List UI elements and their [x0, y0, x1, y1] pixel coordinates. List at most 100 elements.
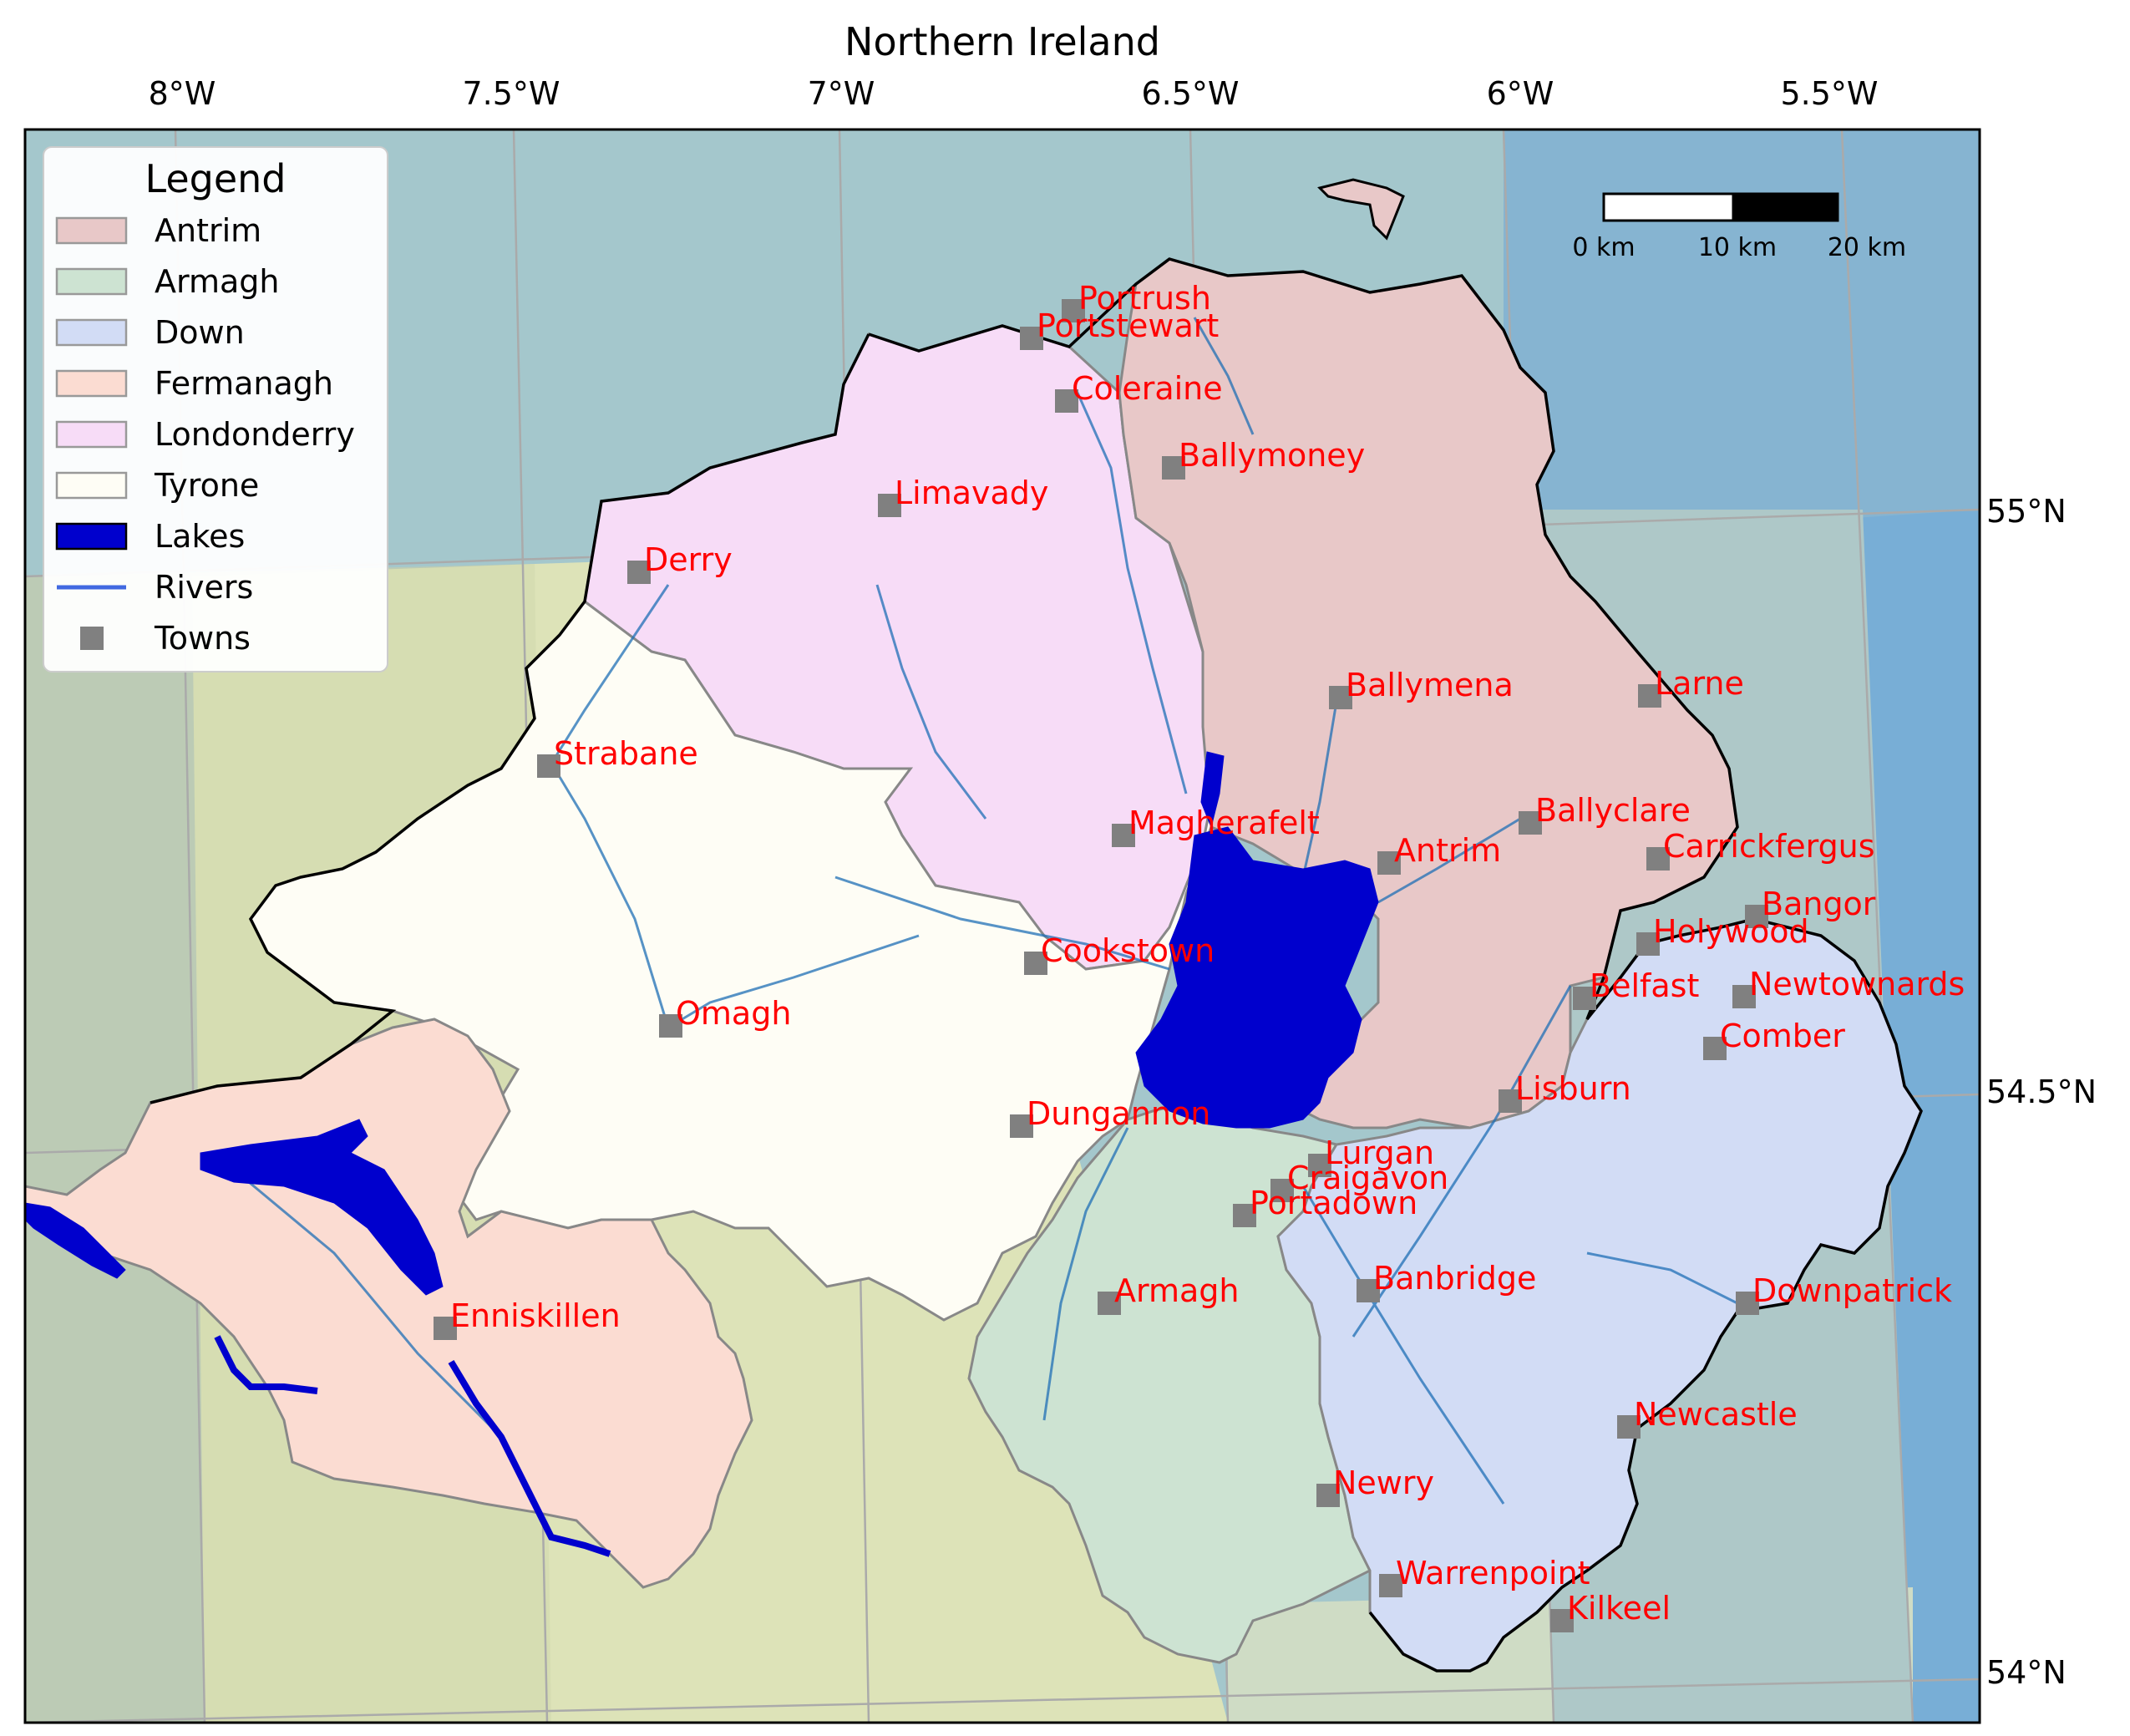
town-omagh: Omagh: [659, 995, 791, 1038]
town-bangor: Bangor: [1745, 886, 1876, 928]
parallel-54n: [25, 1678, 1980, 1723]
town-marker: [659, 1014, 682, 1038]
town-cookstown: Cookstown: [1024, 932, 1215, 975]
legend-label-tyrone: Tyrone: [154, 467, 259, 504]
town-coleraine: Coleraine: [1055, 370, 1223, 413]
town-marker: [1617, 1415, 1641, 1439]
legend-symbol-down: [55, 318, 128, 347]
legend-item-antrim: Antrim: [55, 212, 261, 249]
town-portstewart: Portstewart: [1020, 307, 1219, 350]
legend-box: [43, 146, 388, 673]
map-frame: [23, 128, 1981, 1724]
legend-item-rivers: Rivers: [57, 569, 253, 606]
town-marker: [1519, 811, 1542, 835]
town-label: Portrush: [1078, 280, 1211, 317]
scale-bar: 0 km 10 km 20 km: [1572, 192, 1906, 262]
meridian-5-5w: [1840, 129, 1914, 1723]
town-label: Banbridge: [1373, 1260, 1536, 1297]
town-label: Warrenpoint: [1396, 1555, 1590, 1591]
legend-symbol-londonderry: [55, 420, 128, 449]
town-label: Lisburn: [1515, 1070, 1631, 1107]
town-label: Holywood: [1653, 913, 1809, 950]
scale-label-10: 10 km: [1698, 233, 1777, 262]
rathlin-island: [1317, 178, 1405, 241]
town-label: Newry: [1333, 1464, 1434, 1501]
lat-tick-55n: 55°N: [1986, 493, 2067, 530]
town-label: Omagh: [676, 995, 791, 1032]
town-label: Craigavon: [1287, 1160, 1448, 1196]
town-magherafelt: Magherafelt: [1112, 805, 1320, 847]
lon-tick-6w: 6°W: [1487, 75, 1554, 112]
legend-label-antrim: Antrim: [155, 212, 261, 249]
lon-tick-7w: 7°W: [808, 75, 875, 112]
town-derry: Derry: [627, 541, 733, 584]
town-belfast: Belfast: [1573, 967, 1699, 1010]
river-strule: [667, 934, 920, 1029]
river-ballinderry: [834, 876, 1170, 971]
lat-tick-54-5n: 54.5°N: [1986, 1074, 2097, 1110]
legend-label-rivers: Rivers: [155, 569, 253, 606]
legend-label-towns: Towns: [154, 620, 251, 657]
town-portrush: Portrush: [1062, 280, 1211, 322]
town-marker: [1024, 952, 1047, 975]
town-marker: [1329, 686, 1352, 709]
river-bush: [1193, 317, 1255, 435]
river-mourne: [558, 776, 670, 1028]
legend-label-fermanagh: Fermanagh: [155, 365, 333, 402]
town-ballymoney: Ballymoney: [1162, 437, 1365, 480]
scale-bar-white-segment: [1602, 192, 1735, 222]
lon-tick-8w: 8°W: [149, 75, 216, 112]
lon-tick-labels: 8°W 7.5°W 7°W 6.5°W 6°W 5.5°W: [149, 75, 1879, 112]
scale-label-20: 20 km: [1828, 233, 1906, 262]
river-six-mile: [1377, 817, 1521, 904]
town-label: Kilkeel: [1567, 1590, 1671, 1627]
town-marker: [1646, 847, 1670, 871]
river-bann: [1076, 392, 1188, 794]
town-newry: Newry: [1316, 1464, 1434, 1507]
town-strabane: Strabane: [537, 735, 698, 778]
town-portadown: Portadown: [1233, 1185, 1417, 1227]
town-ballymena: Ballymena: [1329, 667, 1514, 709]
legend-items: Antrim Armagh Down Fermanagh Londonderry Tyro…: [55, 212, 355, 657]
upper-lough-erne: [200, 1119, 444, 1296]
lon-tick-5-5w: 5.5°W: [1780, 75, 1878, 112]
lat-tick-54n: 54°N: [1986, 1654, 2067, 1691]
town-larne: Larne: [1638, 665, 1744, 708]
town-marker: [1638, 684, 1661, 708]
town-holywood: Holywood: [1636, 913, 1809, 956]
town-label: Dungannon: [1027, 1095, 1210, 1132]
town-marker: [1377, 851, 1401, 875]
legend-item-tyrone: Tyrone: [55, 467, 259, 504]
legend-item-londonderry: Londonderry: [55, 416, 355, 453]
town-warrenpoint: Warrenpoint: [1379, 1555, 1590, 1597]
map-title: Northern Ireland: [844, 19, 1160, 64]
town-antrim: Antrim: [1377, 832, 1501, 875]
town-label: Ballyclare: [1535, 792, 1691, 829]
town-marker: [1020, 327, 1043, 350]
scale-label-0: 0 km: [1572, 233, 1635, 262]
town-newcastle: Newcastle: [1617, 1396, 1798, 1439]
legend-symbol-armagh: [55, 267, 128, 296]
town-label: Antrim: [1394, 832, 1501, 869]
legend-symbol-antrim: [55, 216, 128, 245]
legend-label-lakes: Lakes: [155, 518, 245, 555]
legend-symbol-fermanagh: [55, 369, 128, 398]
town-carrickfergus: Carrickfergus: [1646, 828, 1875, 871]
town-downpatrick: Downpatrick: [1736, 1272, 1952, 1315]
legend-label-londonderry: Londonderry: [155, 416, 355, 453]
lough-beg: [1200, 751, 1225, 829]
town-newtownards: Newtownards: [1732, 966, 1965, 1008]
town-marker: [1270, 1179, 1294, 1202]
town-marker: [1162, 456, 1185, 480]
town-label: Limavady: [895, 475, 1048, 511]
town-marker: [537, 754, 560, 778]
town-label: Bangor: [1762, 886, 1876, 922]
town-lurgan: Lurgan: [1308, 1134, 1434, 1177]
town-marker: [1357, 1279, 1380, 1302]
legend-label-down: Down: [155, 314, 245, 351]
town-marker: [1499, 1089, 1522, 1113]
town-marker: [1573, 987, 1596, 1010]
coastline-north: [868, 257, 1923, 1673]
